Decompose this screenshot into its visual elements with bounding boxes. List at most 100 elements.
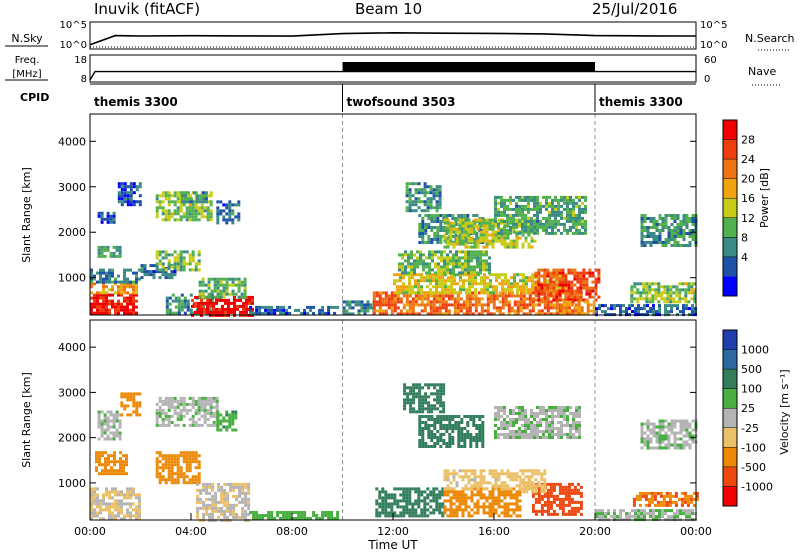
data-cell	[531, 285, 534, 289]
data-cell	[244, 482, 248, 486]
data-cell	[226, 506, 230, 510]
data-cell	[420, 309, 424, 313]
data-cell	[509, 472, 513, 476]
data-cell	[420, 499, 424, 503]
data-cell	[102, 508, 105, 512]
data-cell	[108, 299, 111, 303]
data-cell	[111, 487, 114, 491]
data-cell	[164, 197, 168, 201]
data-cell	[402, 282, 405, 286]
data-cell	[592, 303, 596, 307]
data-cell	[96, 271, 99, 275]
data-cell	[406, 392, 410, 396]
data-cell	[503, 508, 507, 512]
data-cell	[491, 242, 495, 246]
data-cell	[241, 488, 245, 492]
data-cell	[470, 496, 474, 500]
data-cell	[414, 291, 417, 295]
data-cell	[551, 406, 554, 409]
data-cell	[476, 487, 480, 491]
data-cell	[561, 306, 565, 310]
data-cell	[512, 230, 516, 234]
data-cell	[300, 514, 304, 517]
data-cell	[591, 271, 595, 275]
data-cell	[119, 451, 122, 455]
data-cell	[449, 490, 453, 494]
data-cell	[509, 242, 513, 246]
data-cell	[501, 312, 505, 316]
data-cell	[185, 209, 189, 213]
data-cell	[461, 262, 464, 266]
data-cell	[597, 295, 601, 299]
data-cell	[594, 283, 598, 287]
data-cell	[460, 439, 464, 442]
data-cell	[219, 283, 223, 287]
data-cell	[182, 481, 186, 485]
data-cell	[249, 305, 253, 309]
data-cell	[464, 242, 468, 246]
data-cell	[203, 420, 207, 424]
data-cell	[488, 224, 492, 228]
data-cell	[461, 218, 465, 222]
data-cell	[217, 485, 221, 489]
data-cell	[525, 291, 528, 295]
data-cell	[402, 306, 406, 310]
data-cell	[663, 297, 667, 301]
data-cell	[636, 288, 640, 292]
data-cell	[164, 423, 168, 427]
data-cell	[155, 411, 159, 415]
data-cell	[512, 487, 516, 491]
data-cell	[586, 303, 590, 307]
data-cell	[191, 212, 195, 216]
data-cell	[509, 409, 512, 412]
data-cell	[442, 407, 446, 411]
data-cell	[542, 195, 545, 199]
data-cell	[630, 285, 634, 289]
data-cell	[342, 309, 346, 313]
data-cell	[129, 296, 132, 300]
data-cell	[95, 460, 98, 464]
data-cell	[485, 499, 489, 503]
data-cell	[418, 445, 422, 448]
data-cell	[457, 421, 461, 424]
data-cell	[631, 310, 634, 314]
data-cell	[549, 300, 553, 304]
data-cell	[98, 454, 101, 458]
data-cell	[198, 295, 202, 299]
data-cell	[239, 298, 242, 302]
data-cell	[676, 232, 680, 235]
data-cell	[210, 292, 214, 296]
data-cell	[105, 502, 108, 506]
y-tick-label: 1000	[58, 272, 86, 285]
data-cell	[132, 508, 135, 512]
data-cell	[297, 511, 301, 514]
data-cell	[97, 437, 101, 441]
data-cell	[206, 402, 210, 406]
data-cell	[188, 218, 192, 222]
data-cell	[229, 509, 233, 513]
data-cell	[135, 511, 138, 515]
data-cell	[98, 451, 101, 455]
data-cell	[447, 297, 451, 301]
data-cell	[519, 309, 523, 313]
data-cell	[158, 200, 162, 204]
data-cell	[408, 496, 412, 500]
data-cell	[384, 505, 388, 509]
data-cell	[498, 294, 502, 298]
data-cell	[143, 273, 147, 277]
data-cell	[99, 291, 102, 295]
data-cell	[212, 414, 216, 418]
data-cell	[191, 402, 195, 406]
data-cell	[105, 487, 108, 491]
data-cell	[458, 262, 461, 266]
data-cell	[197, 304, 200, 308]
data-cell	[100, 428, 104, 432]
data-cell	[533, 219, 536, 223]
data-cell	[164, 466, 168, 470]
data-cell	[167, 423, 171, 427]
data-cell	[476, 265, 479, 269]
data-cell	[173, 457, 177, 461]
data-cell	[651, 297, 655, 301]
data-cell	[482, 481, 486, 485]
data-cell	[117, 288, 120, 292]
